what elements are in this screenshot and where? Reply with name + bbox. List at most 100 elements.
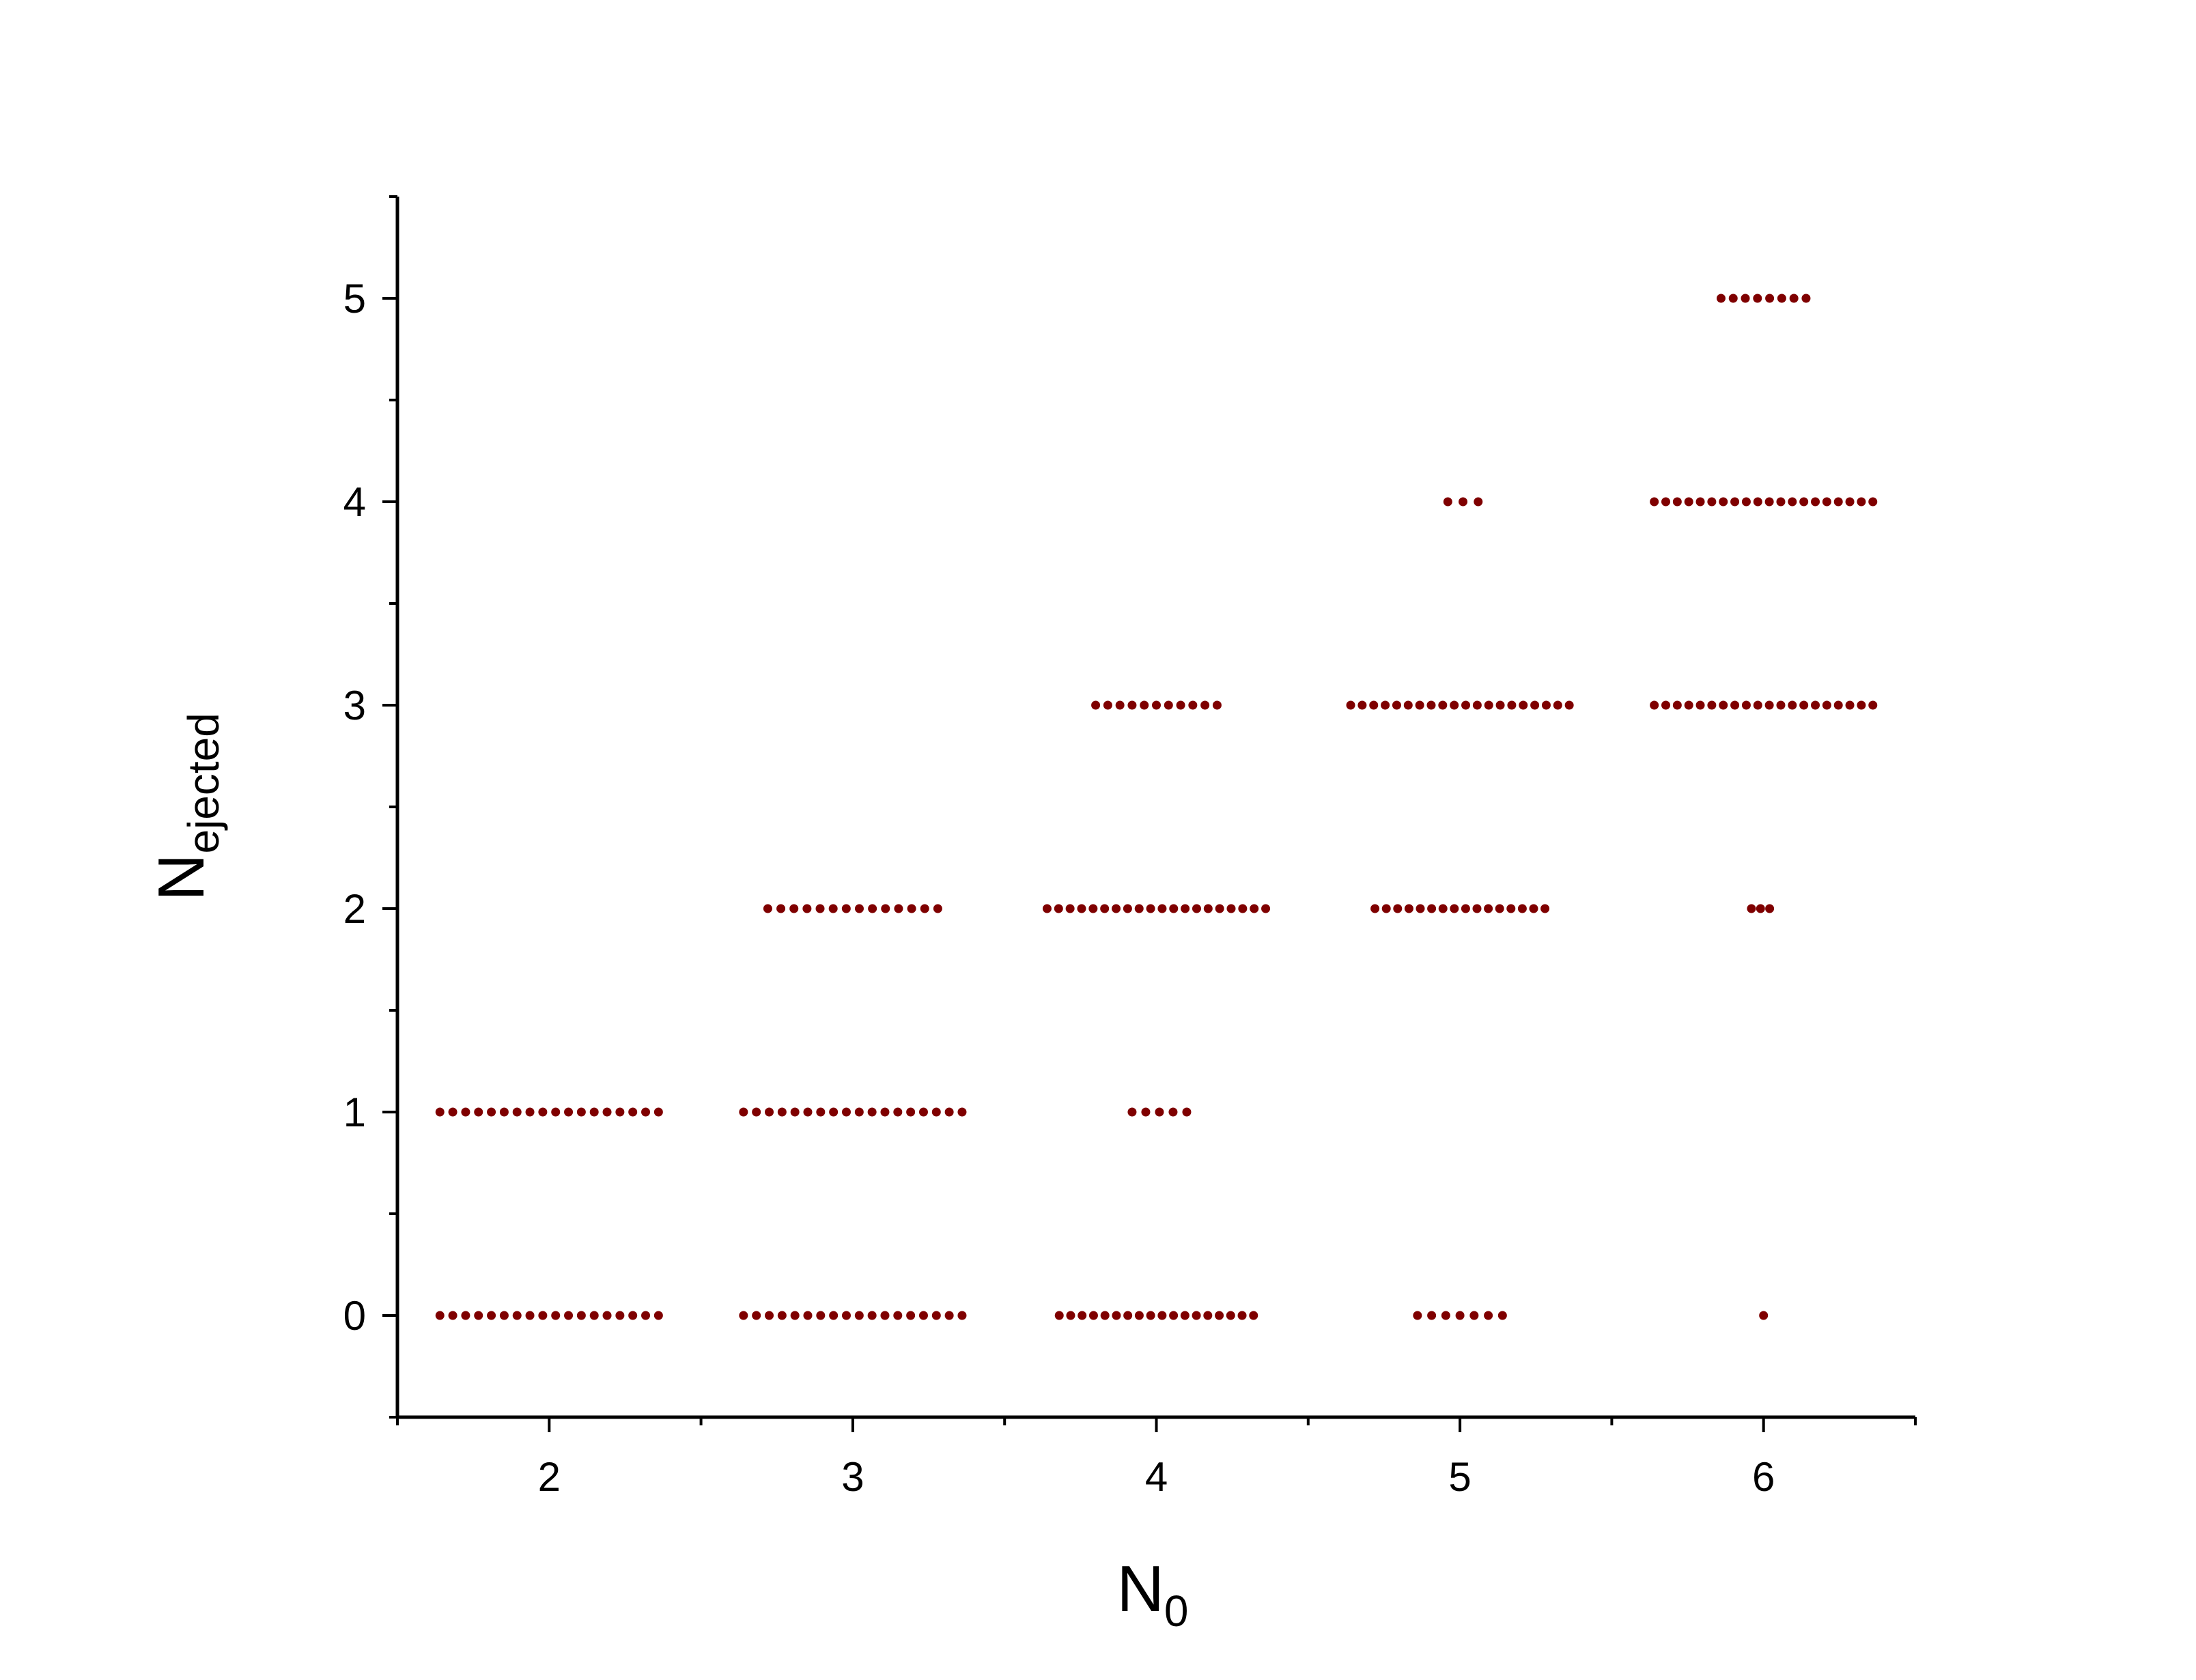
data-point bbox=[1789, 294, 1799, 303]
data-point bbox=[829, 1311, 839, 1320]
data-point bbox=[1215, 1311, 1224, 1320]
data-point bbox=[1553, 700, 1562, 710]
data-point bbox=[1054, 1311, 1064, 1320]
data-point bbox=[1719, 700, 1728, 710]
data-point bbox=[1695, 497, 1705, 507]
data-point bbox=[538, 1107, 548, 1117]
data-point bbox=[880, 1311, 890, 1320]
data-point bbox=[1741, 700, 1751, 710]
data-point bbox=[1868, 497, 1878, 507]
data-point bbox=[1484, 700, 1493, 710]
y-axis-title-subscript: ejected bbox=[179, 713, 228, 853]
data-point bbox=[1799, 700, 1809, 710]
data-point bbox=[1200, 700, 1210, 710]
data-point bbox=[1450, 904, 1459, 913]
data-point bbox=[1461, 904, 1470, 913]
data-point bbox=[1250, 904, 1259, 913]
data-point bbox=[487, 1107, 496, 1117]
data-point bbox=[1393, 904, 1403, 913]
data-point bbox=[1249, 1311, 1258, 1320]
data-point bbox=[538, 1311, 548, 1320]
data-point bbox=[1741, 497, 1751, 507]
data-point bbox=[1152, 700, 1161, 710]
data-point bbox=[752, 1311, 761, 1320]
data-point bbox=[1100, 1311, 1110, 1320]
y-tick-label: 0 bbox=[343, 1293, 366, 1339]
data-point bbox=[1764, 497, 1774, 507]
data-point bbox=[1507, 700, 1517, 710]
data-point bbox=[1427, 1311, 1437, 1320]
data-point bbox=[1472, 904, 1482, 913]
data-point bbox=[435, 1311, 445, 1320]
data-point bbox=[1381, 904, 1391, 913]
data-point bbox=[918, 1311, 928, 1320]
data-point bbox=[1811, 497, 1820, 507]
data-point bbox=[906, 1311, 916, 1320]
data-point bbox=[1461, 700, 1471, 710]
data-point bbox=[1169, 1311, 1179, 1320]
axes bbox=[395, 197, 1915, 1419]
data-point bbox=[1127, 1107, 1137, 1117]
data-point bbox=[1564, 700, 1574, 710]
data-point bbox=[907, 904, 916, 913]
data-point bbox=[1788, 700, 1797, 710]
data-point bbox=[1415, 700, 1424, 710]
data-point bbox=[763, 904, 772, 913]
data-point bbox=[1672, 497, 1682, 507]
data-point bbox=[1369, 700, 1379, 710]
x-ticks: 2 3 4 5 6 bbox=[396, 1417, 1917, 1500]
data-point bbox=[1753, 700, 1762, 710]
data-point bbox=[474, 1107, 483, 1117]
x-axis-title-subscript: 0 bbox=[1164, 1586, 1189, 1636]
data-point bbox=[1541, 700, 1551, 710]
data-point bbox=[1181, 904, 1190, 913]
data-point bbox=[615, 1311, 625, 1320]
data-point bbox=[1799, 497, 1809, 507]
data-point bbox=[615, 1107, 625, 1117]
data-point bbox=[1188, 700, 1198, 710]
data-point bbox=[765, 1311, 774, 1320]
y-tick-label: 3 bbox=[343, 683, 366, 728]
data-point bbox=[1127, 700, 1137, 710]
data-point bbox=[1155, 1107, 1164, 1117]
data-point bbox=[628, 1107, 638, 1117]
data-point bbox=[816, 1107, 826, 1117]
data-point bbox=[653, 1311, 663, 1320]
data-point bbox=[1707, 700, 1717, 710]
data-point bbox=[1103, 700, 1112, 710]
data-point bbox=[1776, 497, 1786, 507]
data-point bbox=[1115, 700, 1125, 710]
data-point bbox=[602, 1107, 612, 1117]
data-point bbox=[1474, 497, 1483, 507]
data-point bbox=[1416, 904, 1425, 913]
data-point bbox=[1857, 497, 1866, 507]
data-point bbox=[448, 1311, 458, 1320]
data-point bbox=[1822, 497, 1831, 507]
data-point bbox=[803, 1311, 813, 1320]
data-point bbox=[789, 904, 799, 913]
data-point bbox=[828, 904, 838, 913]
data-point bbox=[1176, 700, 1185, 710]
data-point bbox=[1495, 904, 1504, 913]
data-point bbox=[752, 1107, 761, 1117]
data-point bbox=[628, 1311, 638, 1320]
data-point bbox=[893, 1311, 903, 1320]
data-point bbox=[841, 1311, 851, 1320]
data-point bbox=[1261, 904, 1271, 913]
data-point bbox=[739, 1107, 748, 1117]
data-point bbox=[1801, 294, 1811, 303]
data-point bbox=[1392, 700, 1401, 710]
data-point bbox=[1168, 1107, 1178, 1117]
data-point bbox=[1226, 904, 1236, 913]
data-point bbox=[1427, 904, 1437, 913]
data-point bbox=[1747, 904, 1756, 913]
data-point bbox=[1054, 904, 1063, 913]
data-point bbox=[1180, 1311, 1190, 1320]
data-point bbox=[931, 1311, 941, 1320]
data-point bbox=[931, 1107, 941, 1117]
data-point bbox=[1404, 904, 1413, 913]
data-point bbox=[1100, 904, 1110, 913]
data-point bbox=[525, 1311, 535, 1320]
data-point bbox=[1065, 904, 1075, 913]
data-point bbox=[1088, 904, 1098, 913]
